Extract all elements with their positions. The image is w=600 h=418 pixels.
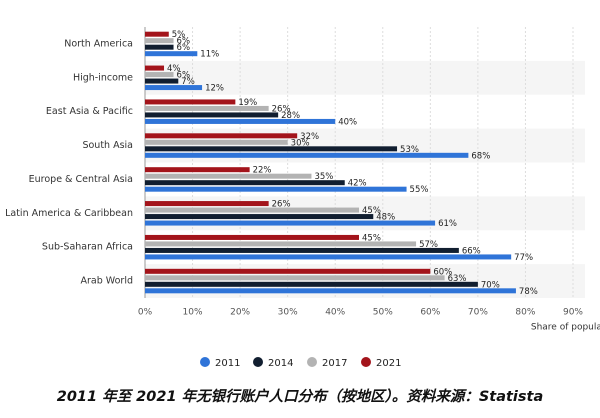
data-label: 53% (400, 145, 419, 155)
bar (145, 281, 478, 287)
bar (145, 139, 288, 145)
data-label: 22% (253, 166, 272, 176)
data-label: 70% (481, 280, 500, 290)
x-tick-label: 30% (278, 308, 298, 318)
bar (145, 234, 359, 240)
category-label: North America (64, 38, 133, 49)
category-label: East Asia & Pacific (46, 106, 133, 117)
legend-label: 2021 (376, 358, 401, 369)
row-band (145, 60, 585, 95)
data-label: 66% (462, 246, 481, 256)
data-label: 78% (519, 287, 538, 297)
data-label: 42% (348, 179, 367, 189)
bar (145, 268, 431, 274)
data-label: 6% (177, 43, 191, 53)
category-label: Arab World (80, 276, 133, 287)
bar (145, 152, 469, 158)
data-label: 12% (205, 84, 224, 94)
legend-label: 2011 (215, 358, 240, 369)
x-tick-label: 0% (138, 308, 153, 318)
data-label: 68% (471, 151, 490, 161)
data-label: 61% (438, 219, 457, 229)
data-label: 45% (362, 206, 381, 216)
legend-label: 2017 (322, 358, 347, 369)
data-label: 11% (200, 50, 219, 60)
data-label: 55% (410, 185, 429, 195)
data-label: 5% (172, 30, 186, 40)
bar (145, 201, 269, 207)
category-label: Sub-Saharan Africa (42, 242, 133, 253)
bar (145, 78, 179, 84)
bar (145, 118, 336, 124)
bar (145, 38, 174, 44)
data-label: 63% (448, 274, 467, 284)
x-tick-label: 50% (373, 308, 393, 318)
bar (145, 247, 459, 253)
bar (145, 133, 298, 139)
x-tick-label: 60% (420, 308, 440, 318)
bar (145, 241, 417, 247)
data-label: 77% (514, 253, 533, 263)
data-label: 7% (181, 77, 195, 87)
data-label: 26% (272, 200, 291, 210)
bar (145, 180, 345, 186)
legend-label: 2014 (268, 358, 293, 369)
category-label: South Asia (82, 140, 133, 151)
x-tick-label: 80% (515, 308, 535, 318)
data-label: 6% (177, 71, 191, 81)
category-label: High-income (73, 72, 133, 83)
bar (145, 51, 198, 57)
bar (145, 167, 250, 173)
bar (145, 65, 165, 71)
bar (145, 85, 203, 91)
bar (145, 31, 169, 37)
data-label: 6% (177, 37, 191, 47)
bar (145, 173, 312, 179)
data-label: 30% (291, 138, 310, 148)
legend-marker (361, 357, 371, 367)
bar (145, 72, 174, 78)
bar (145, 214, 374, 220)
data-label: 45% (362, 233, 381, 243)
data-label: 4% (167, 64, 181, 74)
category-label: Latin America & Caribbean (5, 208, 133, 219)
bar (145, 275, 445, 281)
data-label: 28% (281, 111, 300, 121)
data-label: 57% (419, 240, 438, 250)
x-tick-label: 10% (183, 308, 203, 318)
caption: 2011 年至 2021 年无银行账户人口分布（按地区）。资料来源：Statis… (57, 388, 544, 405)
x-axis-label: Share of population (531, 323, 600, 333)
bar (145, 288, 516, 294)
bar (145, 254, 512, 260)
bar (145, 105, 269, 111)
data-label: 19% (238, 98, 257, 108)
bar (145, 44, 174, 50)
data-label: 26% (272, 104, 291, 114)
data-label: 40% (338, 117, 357, 127)
data-label: 60% (433, 267, 452, 277)
bar (145, 207, 359, 213)
bar (145, 112, 279, 118)
data-label: 32% (300, 132, 319, 142)
data-label: 48% (376, 213, 395, 223)
bar (145, 99, 236, 105)
legend-marker (200, 357, 210, 367)
legend-marker (307, 357, 317, 367)
bar (145, 186, 407, 192)
x-tick-label: 90% (563, 308, 583, 318)
x-tick-label: 20% (230, 308, 250, 318)
bar (145, 220, 436, 226)
legend-marker (253, 357, 263, 367)
x-tick-label: 70% (468, 308, 488, 318)
x-tick-label: 40% (325, 308, 345, 318)
data-label: 35% (314, 172, 333, 182)
bar (145, 146, 398, 152)
category-label: Europe & Central Asia (29, 174, 133, 185)
